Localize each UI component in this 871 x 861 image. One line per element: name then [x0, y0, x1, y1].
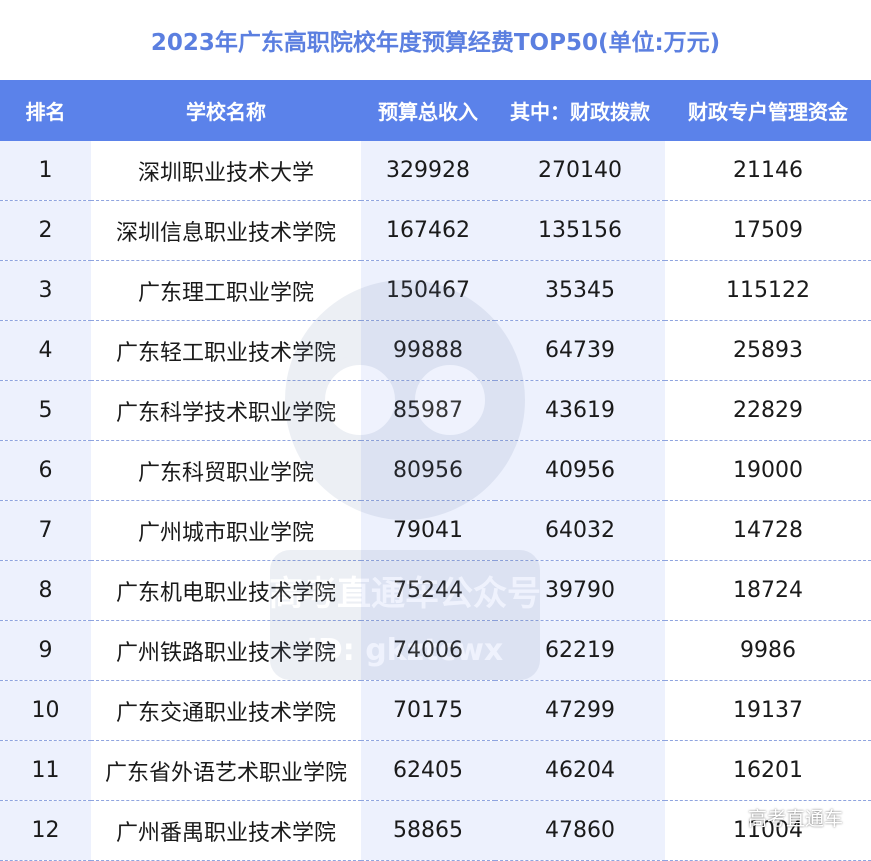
fiscal-allocation-cell: 35345: [495, 260, 665, 321]
header-total-budget: 预算总收入: [361, 80, 495, 141]
special-account-cell: 14728: [665, 500, 871, 561]
table-row: 12 广州番禺职业技术学院 58865 47860 11004: [0, 800, 871, 861]
rank-cell: 5: [0, 380, 91, 441]
special-account-cell: 16201: [665, 740, 871, 801]
total-budget-cell: 167462: [361, 200, 495, 261]
rank-cell: 1: [0, 141, 91, 201]
school-name-cell: 广州铁路职业技术学院: [91, 620, 361, 681]
table-row: 11 广东省外语艺术职业学院 62405 46204 16201: [0, 740, 871, 801]
table-row: 2 深圳信息职业技术学院 167462 135156 17509: [0, 200, 871, 261]
table-row: 7 广州城市职业学院 79041 64032 14728: [0, 500, 871, 561]
header-rank: 排名: [0, 80, 91, 141]
total-budget-cell: 80956: [361, 440, 495, 501]
fiscal-allocation-cell: 47860: [495, 800, 665, 861]
table-row: 10 广东交通职业技术学院 70175 47299 19137: [0, 680, 871, 741]
page-title: 2023年广东高职院校年度预算经费TOP50(单位:万元): [0, 0, 871, 81]
special-account-cell: 115122: [665, 260, 871, 321]
special-account-cell: 19137: [665, 680, 871, 741]
rank-cell: 6: [0, 440, 91, 501]
school-name-cell: 深圳职业技术大学: [91, 141, 361, 201]
table-header-row: 排名 学校名称 预算总收入 其中：财政拨款 财政专户管理资金: [0, 80, 871, 141]
table-row: 6 广东科贸职业学院 80956 40956 19000: [0, 440, 871, 501]
rank-cell: 8: [0, 560, 91, 621]
total-budget-cell: 99888: [361, 320, 495, 381]
header-special-account-funds: 财政专户管理资金: [665, 80, 871, 141]
school-name-cell: 广东科贸职业学院: [91, 440, 361, 501]
table-row: 3 广东理工职业学院 150467 35345 115122: [0, 260, 871, 321]
school-name-cell: 广东轻工职业技术学院: [91, 320, 361, 381]
table-row: 5 广东科学技术职业学院 85987 43619 22829: [0, 380, 871, 441]
fiscal-allocation-cell: 64032: [495, 500, 665, 561]
total-budget-cell: 58865: [361, 800, 495, 861]
special-account-cell: 19000: [665, 440, 871, 501]
rank-cell: 11: [0, 740, 91, 801]
rank-cell: 9: [0, 620, 91, 681]
special-account-cell: 18724: [665, 560, 871, 621]
total-budget-cell: 62405: [361, 740, 495, 801]
fiscal-allocation-cell: 43619: [495, 380, 665, 441]
header-fiscal-allocation: 其中：财政拨款: [495, 80, 665, 141]
rank-cell: 12: [0, 800, 91, 861]
special-account-cell: 25893: [665, 320, 871, 381]
school-name-cell: 深圳信息职业技术学院: [91, 200, 361, 261]
total-budget-cell: 85987: [361, 380, 495, 441]
table-row: 4 广东轻工职业技术学院 99888 64739 25893: [0, 320, 871, 381]
fiscal-allocation-cell: 40956: [495, 440, 665, 501]
special-account-cell: 17509: [665, 200, 871, 261]
table-row: 9 广州铁路职业技术学院 74006 62219 9986: [0, 620, 871, 681]
total-budget-cell: 70175: [361, 680, 495, 741]
rank-cell: 7: [0, 500, 91, 561]
special-account-cell: 9986: [665, 620, 871, 681]
header-school-name: 学校名称: [91, 80, 361, 141]
corner-watermark: 高考直通车: [747, 808, 843, 830]
special-account-cell: 21146: [665, 141, 871, 201]
school-name-cell: 广东交通职业技术学院: [91, 680, 361, 741]
rank-cell: 3: [0, 260, 91, 321]
fiscal-allocation-cell: 135156: [495, 200, 665, 261]
total-budget-cell: 74006: [361, 620, 495, 681]
school-name-cell: 广州番禺职业技术学院: [91, 800, 361, 861]
school-name-cell: 广州城市职业学院: [91, 500, 361, 561]
total-budget-cell: 329928: [361, 141, 495, 201]
fiscal-allocation-cell: 46204: [495, 740, 665, 801]
total-budget-cell: 79041: [361, 500, 495, 561]
rank-cell: 10: [0, 680, 91, 741]
school-name-cell: 广东理工职业学院: [91, 260, 361, 321]
table-row: 1 深圳职业技术大学 329928 270140 21146: [0, 141, 871, 201]
school-name-cell: 广东科学技术职业学院: [91, 380, 361, 441]
fiscal-allocation-cell: 62219: [495, 620, 665, 681]
rank-cell: 2: [0, 200, 91, 261]
table-body: 1 深圳职业技术大学 329928 270140 21146 2 深圳信息职业技术学院 167…: [0, 141, 871, 861]
total-budget-cell: 75244: [361, 560, 495, 621]
fiscal-allocation-cell: 39790: [495, 560, 665, 621]
total-budget-cell: 150467: [361, 260, 495, 321]
special-account-cell: 11004: [665, 800, 871, 861]
rank-cell: 4: [0, 320, 91, 381]
table-row: 8 广东机电职业技术学院 75244 39790 18724: [0, 560, 871, 621]
fiscal-allocation-cell: 47299: [495, 680, 665, 741]
fiscal-allocation-cell: 270140: [495, 141, 665, 201]
school-name-cell: 广东机电职业技术学院: [91, 560, 361, 621]
school-name-cell: 广东省外语艺术职业学院: [91, 740, 361, 801]
fiscal-allocation-cell: 64739: [495, 320, 665, 381]
special-account-cell: 22829: [665, 380, 871, 441]
budget-table: 排名 学校名称 预算总收入 其中：财政拨款 财政专户管理资金 1 深圳职业技术大学…: [0, 80, 871, 861]
